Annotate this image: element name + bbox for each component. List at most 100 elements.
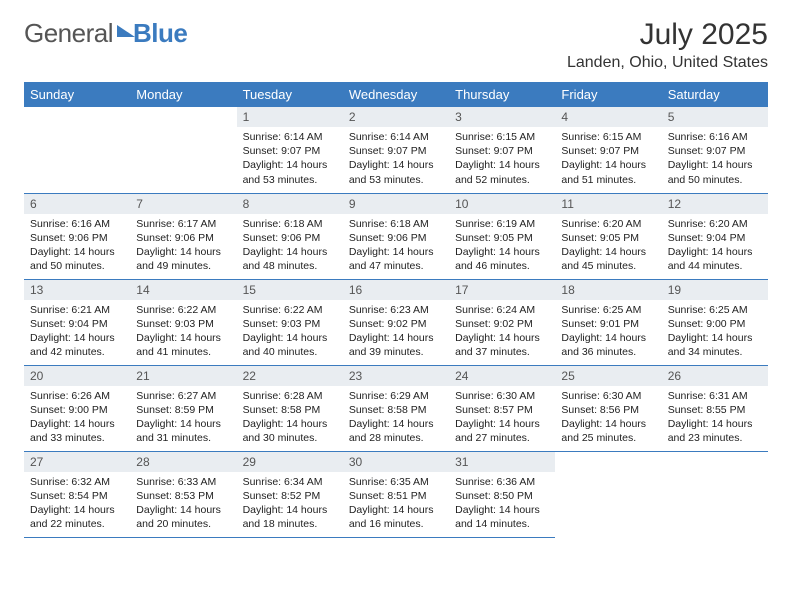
sunset-line: Sunset: 8:55 PM bbox=[668, 403, 762, 417]
day-details: Sunrise: 6:17 AMSunset: 9:06 PMDaylight:… bbox=[130, 214, 236, 278]
calendar-body: 1 Sunrise: 6:14 AM Sunset: 9:07 PM Daylight… bbox=[24, 107, 768, 537]
day-number: 15 bbox=[237, 280, 343, 300]
day-number: 1 bbox=[237, 107, 343, 127]
day-details: Sunrise: 6:16 AMSunset: 9:06 PMDaylight:… bbox=[24, 214, 130, 278]
calendar-row: 6Sunrise: 6:16 AMSunset: 9:06 PMDaylight… bbox=[24, 193, 768, 279]
sunrise-line: Sunrise: 6:20 AM bbox=[668, 217, 762, 231]
day-details: Sunrise: 6:32 AMSunset: 8:54 PMDaylight:… bbox=[24, 472, 130, 536]
sunset-line: Sunset: 8:50 PM bbox=[455, 489, 549, 503]
day-details: Sunrise: 6:23 AMSunset: 9:02 PMDaylight:… bbox=[343, 300, 449, 364]
calendar-cell: 7Sunrise: 6:17 AMSunset: 9:06 PMDaylight… bbox=[130, 193, 236, 279]
day-details: Sunrise: 6:22 AMSunset: 9:03 PMDaylight:… bbox=[237, 300, 343, 364]
day-number: 23 bbox=[343, 366, 449, 386]
daylight-line: Daylight: 14 hours and 50 minutes. bbox=[668, 158, 762, 186]
calendar-cell: 14Sunrise: 6:22 AMSunset: 9:03 PMDayligh… bbox=[130, 279, 236, 365]
sunset-line: Sunset: 9:07 PM bbox=[561, 144, 655, 158]
day-details: Sunrise: 6:19 AMSunset: 9:05 PMDaylight:… bbox=[449, 214, 555, 278]
daylight-line: Daylight: 14 hours and 50 minutes. bbox=[30, 245, 124, 273]
calendar-row: 27Sunrise: 6:32 AMSunset: 8:54 PMDayligh… bbox=[24, 451, 768, 537]
sunset-line: Sunset: 8:56 PM bbox=[561, 403, 655, 417]
sunset-line: Sunset: 9:04 PM bbox=[668, 231, 762, 245]
day-details: Sunrise: 6:30 AMSunset: 8:56 PMDaylight:… bbox=[555, 386, 661, 450]
sunrise-line: Sunrise: 6:32 AM bbox=[30, 475, 124, 489]
day-details: Sunrise: 6:36 AMSunset: 8:50 PMDaylight:… bbox=[449, 472, 555, 536]
day-details: Sunrise: 6:15 AMSunset: 9:07 PMDaylight:… bbox=[449, 127, 555, 191]
sunrise-line: Sunrise: 6:24 AM bbox=[455, 303, 549, 317]
daylight-line: Daylight: 14 hours and 22 minutes. bbox=[30, 503, 124, 531]
day-number: 13 bbox=[24, 280, 130, 300]
daylight-line: Daylight: 14 hours and 20 minutes. bbox=[136, 503, 230, 531]
calendar-cell: 9Sunrise: 6:18 AMSunset: 9:06 PMDaylight… bbox=[343, 193, 449, 279]
title-block: July 2025 Landen, Ohio, United States bbox=[567, 18, 768, 72]
calendar-cell: 27Sunrise: 6:32 AMSunset: 8:54 PMDayligh… bbox=[24, 451, 130, 537]
day-number: 10 bbox=[449, 194, 555, 214]
day-details: Sunrise: 6:18 AMSunset: 9:06 PMDaylight:… bbox=[343, 214, 449, 278]
day-number: 30 bbox=[343, 452, 449, 472]
day-details: Sunrise: 6:26 AMSunset: 9:00 PMDaylight:… bbox=[24, 386, 130, 450]
sunrise-line: Sunrise: 6:27 AM bbox=[136, 389, 230, 403]
sunrise-line: Sunrise: 6:29 AM bbox=[349, 389, 443, 403]
calendar-cell: 19Sunrise: 6:25 AMSunset: 9:00 PMDayligh… bbox=[662, 279, 768, 365]
day-number: 14 bbox=[130, 280, 236, 300]
sunrise-line: Sunrise: 6:25 AM bbox=[561, 303, 655, 317]
day-number: 5 bbox=[662, 107, 768, 127]
sunset-line: Sunset: 8:53 PM bbox=[136, 489, 230, 503]
day-details: Sunrise: 6:33 AMSunset: 8:53 PMDaylight:… bbox=[130, 472, 236, 536]
sunrise-line: Sunrise: 6:16 AM bbox=[668, 130, 762, 144]
logo: General Blue bbox=[24, 18, 187, 49]
daylight-line: Daylight: 14 hours and 44 minutes. bbox=[668, 245, 762, 273]
logo-text-1: General bbox=[24, 18, 113, 49]
sunrise-line: Sunrise: 6:19 AM bbox=[455, 217, 549, 231]
weekday-header: Tuesday bbox=[237, 82, 343, 107]
sunrise-line: Sunrise: 6:35 AM bbox=[349, 475, 443, 489]
sunrise-line: Sunrise: 6:18 AM bbox=[243, 217, 337, 231]
weekday-header: Sunday bbox=[24, 82, 130, 107]
day-number: 31 bbox=[449, 452, 555, 472]
sunrise-line: Sunrise: 6:18 AM bbox=[349, 217, 443, 231]
sunset-line: Sunset: 9:03 PM bbox=[136, 317, 230, 331]
weekday-header: Friday bbox=[555, 82, 661, 107]
day-details: Sunrise: 6:25 AMSunset: 9:00 PMDaylight:… bbox=[662, 300, 768, 364]
daylight-line: Daylight: 14 hours and 28 minutes. bbox=[349, 417, 443, 445]
daylight-line: Daylight: 14 hours and 40 minutes. bbox=[243, 331, 337, 359]
weekday-header: Saturday bbox=[662, 82, 768, 107]
day-details: Sunrise: 6:21 AMSunset: 9:04 PMDaylight:… bbox=[24, 300, 130, 364]
calendar-cell: 26Sunrise: 6:31 AMSunset: 8:55 PMDayligh… bbox=[662, 365, 768, 451]
daylight-line: Daylight: 14 hours and 16 minutes. bbox=[349, 503, 443, 531]
day-number: 2 bbox=[343, 107, 449, 127]
calendar-cell: 17Sunrise: 6:24 AMSunset: 9:02 PMDayligh… bbox=[449, 279, 555, 365]
sunset-line: Sunset: 8:54 PM bbox=[30, 489, 124, 503]
sunrise-line: Sunrise: 6:25 AM bbox=[668, 303, 762, 317]
day-details: Sunrise: 6:29 AMSunset: 8:58 PMDaylight:… bbox=[343, 386, 449, 450]
sunrise-line: Sunrise: 6:30 AM bbox=[455, 389, 549, 403]
day-details: Sunrise: 6:31 AMSunset: 8:55 PMDaylight:… bbox=[662, 386, 768, 450]
calendar-cell: 25Sunrise: 6:30 AMSunset: 8:56 PMDayligh… bbox=[555, 365, 661, 451]
calendar-cell: 12Sunrise: 6:20 AMSunset: 9:04 PMDayligh… bbox=[662, 193, 768, 279]
weekday-header: Monday bbox=[130, 82, 236, 107]
calendar-row: 13Sunrise: 6:21 AMSunset: 9:04 PMDayligh… bbox=[24, 279, 768, 365]
month-title: July 2025 bbox=[567, 18, 768, 52]
calendar-cell: 23Sunrise: 6:29 AMSunset: 8:58 PMDayligh… bbox=[343, 365, 449, 451]
sunrise-line: Sunrise: 6:15 AM bbox=[561, 130, 655, 144]
sunset-line: Sunset: 9:06 PM bbox=[30, 231, 124, 245]
day-number: 8 bbox=[237, 194, 343, 214]
weekday-header-row: SundayMondayTuesdayWednesdayThursdayFrid… bbox=[24, 82, 768, 107]
sunset-line: Sunset: 8:59 PM bbox=[136, 403, 230, 417]
sunrise-line: Sunrise: 6:33 AM bbox=[136, 475, 230, 489]
calendar-cell: 29Sunrise: 6:34 AMSunset: 8:52 PMDayligh… bbox=[237, 451, 343, 537]
sunset-line: Sunset: 8:51 PM bbox=[349, 489, 443, 503]
sunset-line: Sunset: 9:06 PM bbox=[136, 231, 230, 245]
day-details: Sunrise: 6:35 AMSunset: 8:51 PMDaylight:… bbox=[343, 472, 449, 536]
sunset-line: Sunset: 8:58 PM bbox=[349, 403, 443, 417]
calendar-cell: 3Sunrise: 6:15 AMSunset: 9:07 PMDaylight… bbox=[449, 107, 555, 193]
sunrise-line: Sunrise: 6:14 AM bbox=[243, 130, 337, 144]
header: General Blue July 2025 Landen, Ohio, Uni… bbox=[24, 18, 768, 72]
sunrise-line: Sunrise: 6:30 AM bbox=[561, 389, 655, 403]
day-number: 22 bbox=[237, 366, 343, 386]
day-details: Sunrise: 6:34 AMSunset: 8:52 PMDaylight:… bbox=[237, 472, 343, 536]
sunrise-line: Sunrise: 6:36 AM bbox=[455, 475, 549, 489]
daylight-line: Daylight: 14 hours and 31 minutes. bbox=[136, 417, 230, 445]
calendar-cell: 18Sunrise: 6:25 AMSunset: 9:01 PMDayligh… bbox=[555, 279, 661, 365]
daylight-line: Daylight: 14 hours and 30 minutes. bbox=[243, 417, 337, 445]
sunset-line: Sunset: 9:07 PM bbox=[455, 144, 549, 158]
